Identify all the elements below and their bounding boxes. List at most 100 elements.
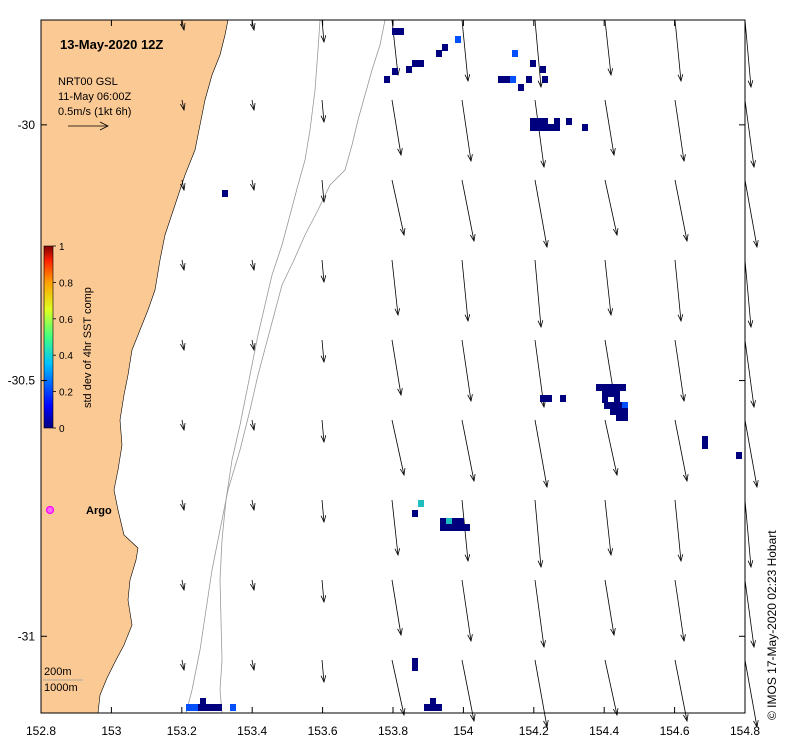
colorbar-tick-label: 0.6 (59, 315, 73, 326)
current-arrow (744, 99, 755, 168)
current-arrow (391, 339, 402, 396)
current-arrow (391, 659, 405, 716)
sst-cell (620, 384, 626, 391)
current-arrow-head (680, 154, 686, 163)
current-arrow-head (250, 503, 256, 512)
current-arrow (744, 419, 758, 488)
sst-cell (530, 118, 536, 125)
sst-cell (622, 408, 628, 415)
current-arrow (321, 339, 325, 363)
x-tick-label: 153.6 (308, 724, 338, 738)
current-arrow (181, 19, 185, 31)
sst-cell (566, 118, 572, 125)
current-arrow-head (610, 628, 616, 637)
sst-cell (530, 124, 536, 131)
sst-cell (452, 524, 458, 531)
y-tick-label: -30 (18, 118, 36, 132)
current-arrow (674, 579, 685, 642)
current-arrow-head (397, 628, 403, 637)
current-arrow (744, 499, 752, 568)
current-arrow-head (680, 394, 686, 403)
current-arrow-head (750, 400, 756, 409)
current-arrow-head (320, 435, 327, 444)
sst-cell (554, 124, 560, 131)
sst-cell (498, 76, 504, 83)
current-arrow-head (397, 388, 403, 397)
current-arrow (461, 99, 472, 162)
sst-cell (440, 524, 446, 531)
sst-cell (412, 664, 418, 671)
current-arrow-head (180, 423, 186, 432)
current-arrow-head (537, 320, 544, 329)
x-tick-label: 154.2 (519, 724, 549, 738)
colorbar-tick-label: 0.4 (59, 351, 73, 362)
sst-cell (602, 384, 608, 391)
current-arrow-head (683, 714, 689, 723)
current-arrow-head (750, 160, 756, 169)
current-arrow (321, 419, 325, 443)
current-arrow (251, 659, 255, 671)
current-arrow-head (540, 400, 546, 409)
sst-cell (430, 698, 436, 705)
sst-cell (536, 118, 542, 125)
current-arrow-head (683, 474, 689, 483)
current-arrow-head (753, 480, 759, 489)
current-arrow (461, 19, 469, 82)
sst-cell (204, 704, 210, 711)
current-arrow-head (180, 23, 186, 32)
current-arrow-head (320, 195, 327, 204)
current-arrow (391, 499, 399, 556)
map-title: 13-May-2020 12Z (60, 37, 163, 52)
x-tick-label: 152.8 (26, 724, 56, 738)
current-arrow (251, 499, 255, 511)
current-arrow (321, 259, 325, 283)
current-arrow-head (250, 663, 256, 672)
sst-cell (452, 518, 458, 525)
sst-cell (736, 452, 742, 459)
sst-cell (526, 76, 532, 83)
current-arrow-head (540, 160, 546, 169)
current-arrow-head (399, 228, 406, 237)
current-arrow-head (750, 640, 756, 649)
colorbar-tick-label: 0 (59, 424, 65, 435)
current-arrow-head (753, 240, 759, 249)
sst-cell (604, 402, 610, 409)
sst-cell (542, 76, 548, 83)
sst-cell (230, 704, 236, 711)
sst-cell (518, 84, 524, 91)
current-arrow-head (394, 548, 401, 557)
current-arrow-head (180, 663, 186, 672)
current-arrow (604, 499, 612, 556)
current-arrow (391, 179, 405, 236)
sst-cell (436, 704, 442, 711)
current-arrow (674, 659, 688, 722)
current-arrow (674, 419, 688, 482)
current-arrow (534, 579, 545, 648)
current-arrow (744, 179, 758, 248)
current-info-line1: NRT00 GSL (58, 76, 118, 88)
current-arrow (251, 259, 255, 271)
current-arrow-head (394, 308, 401, 317)
sst-cell (392, 28, 398, 35)
current-arrow (391, 419, 405, 476)
current-arrow (181, 419, 185, 431)
current-arrow-head (320, 595, 327, 604)
current-arrow (181, 259, 185, 271)
sst-cell (412, 60, 418, 67)
current-arrow (604, 259, 612, 316)
sst-cell (186, 704, 192, 711)
current-arrow (181, 499, 185, 511)
current-arrow-head (399, 708, 406, 717)
x-tick-label: 154.6 (660, 724, 690, 738)
sst-cell (614, 396, 620, 403)
sst-cell (582, 124, 588, 131)
sst-cell (608, 390, 614, 397)
sst-cell (412, 658, 418, 665)
current-arrow-head (543, 240, 549, 249)
sst-cell (455, 36, 461, 43)
contour-1000m (185, 19, 386, 714)
current-arrow (321, 579, 325, 603)
current-arrow-head (320, 355, 327, 364)
current-arrow-head (467, 634, 473, 643)
